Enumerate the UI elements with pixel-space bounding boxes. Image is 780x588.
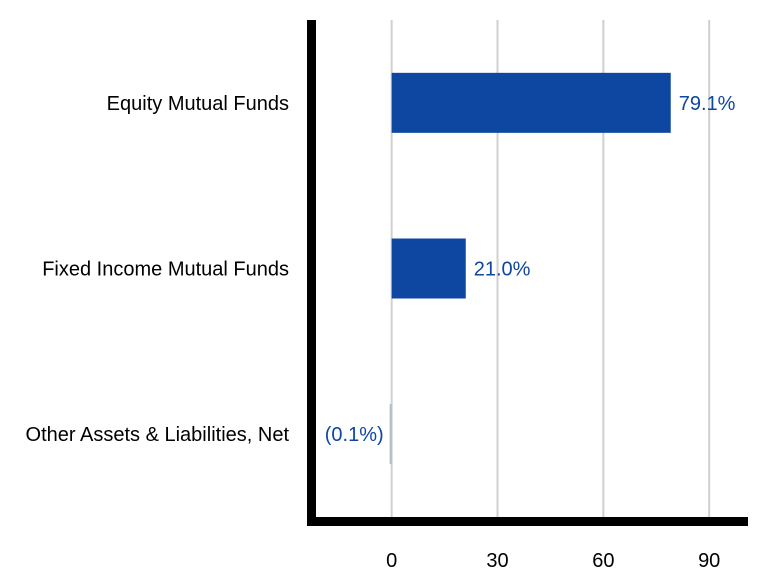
data-label: 21.0% [474, 259, 531, 281]
data-label: 79.1% [679, 93, 736, 115]
y-axis-line [307, 20, 316, 526]
bars [389, 72, 671, 465]
x-tick-label: 30 [486, 550, 508, 572]
data-label: (0.1%) [325, 424, 384, 446]
x-tick-label: 0 [386, 550, 397, 572]
category-label: Other Assets & Liabilities, Net [26, 424, 290, 446]
bar [391, 238, 466, 299]
x-axis-line [307, 517, 748, 526]
x-tick-label: 90 [698, 550, 720, 572]
bar [389, 404, 392, 465]
category-label: Fixed Income Mutual Funds [42, 259, 289, 281]
category-labels: Equity Mutual Funds Fixed Income Mutual F… [26, 93, 290, 446]
category-label: Equity Mutual Funds [107, 93, 289, 115]
x-tick-label: 60 [592, 550, 614, 572]
data-labels: 79.1% 21.0% (0.1%) [325, 93, 736, 446]
bar [391, 72, 671, 133]
x-tick-labels: 0 30 60 90 [386, 550, 720, 572]
